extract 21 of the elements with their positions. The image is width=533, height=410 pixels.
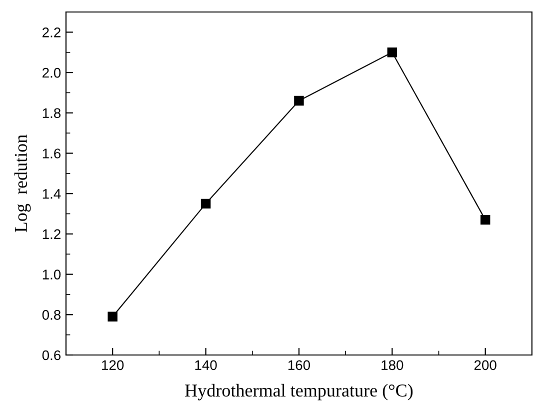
y-tick-label: 1.2 [42,229,60,239]
point [294,96,304,106]
x-tick-label: 120 [102,360,124,370]
x-tick-label: 200 [474,360,496,370]
y-tick-label: 1.8 [42,108,61,118]
x-axis-title: Hydrothermal tempurature (°C) [185,384,413,400]
point [480,214,490,225]
y-tick-label: 1.6 [42,148,61,158]
y-tick-label: 2.2 [42,28,60,38]
point [200,198,211,209]
y-tick-label: 2.0 [42,68,61,78]
y-tick-label: 0.8 [42,310,61,320]
point [387,47,398,58]
y-tick-label: 1.0 [42,270,61,280]
y-tick-label: 0.6 [42,350,61,360]
x-tick-label: 180 [382,360,404,370]
point [108,312,118,322]
x-tick-label: 160 [288,360,310,370]
x-tick-label: 140 [195,360,217,370]
y-tick-label: 1.4 [42,189,61,199]
y-axis-title: Log redution [14,134,31,232]
